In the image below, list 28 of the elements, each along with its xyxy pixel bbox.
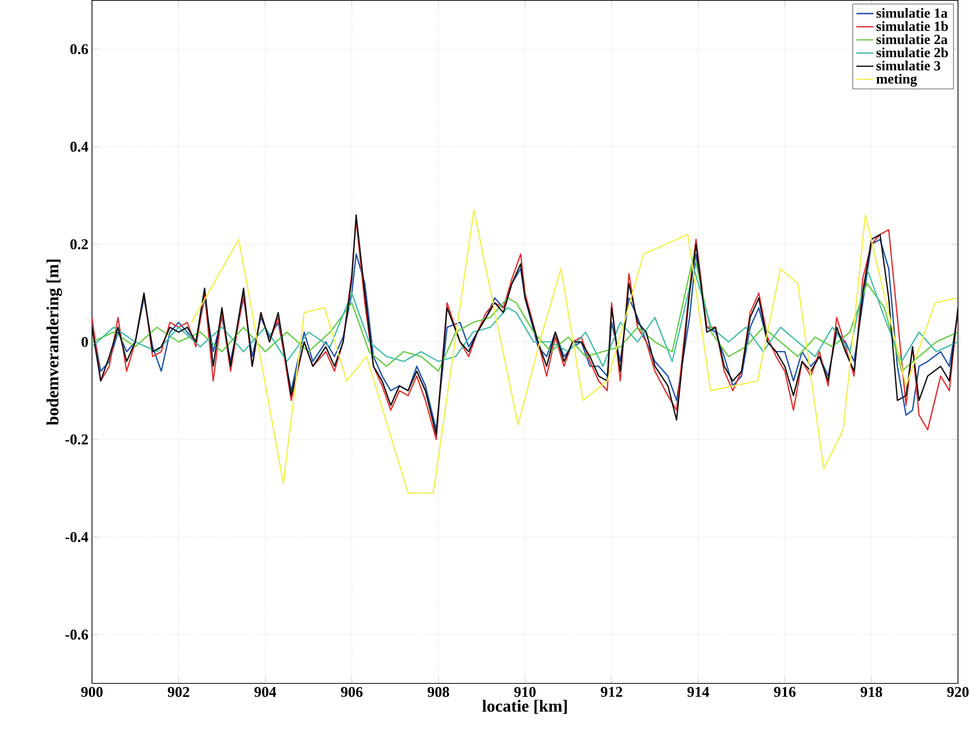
y-tick-label: 0.4 (70, 141, 88, 152)
y-tick-label: 0.6 (70, 44, 88, 54)
legend-label: simulatie 2b (876, 47, 948, 58)
legend-label: simulatie 3 (876, 60, 940, 70)
x-tick-label: 906 (341, 686, 363, 697)
x-tick-label: 918 (860, 686, 882, 697)
line-series (190, 209, 958, 494)
x-tick-label: 902 (168, 686, 190, 697)
x-axis-title: locatie [km] (482, 700, 567, 714)
x-tick-label: 916 (774, 686, 796, 697)
y-tick-label: -0.2 (65, 434, 88, 444)
x-tick-label: 914 (687, 686, 710, 697)
x-tick-label: 912 (600, 686, 622, 697)
legend-label: simulatie 1b (876, 20, 948, 31)
x-tick-label: 904 (254, 686, 276, 697)
x-tick-label: 908 (428, 686, 450, 697)
legend-label: simulatie 1a (876, 8, 948, 18)
x-tick-label: 920 (947, 686, 969, 697)
x-tick-label: 900 (81, 686, 103, 697)
line-series (92, 268, 958, 367)
y-tick-label: -0.6 (65, 629, 88, 640)
y-axis-title: bodemverandering [m] (46, 259, 62, 425)
y-tick-label: -0.4 (65, 532, 88, 542)
legend-label: meting (876, 74, 917, 86)
legend-label: simulatie 2a (876, 34, 948, 44)
x-tick-label: 910 (514, 686, 536, 697)
y-tick-label: 0 (82, 336, 88, 347)
y-tick-label: 0.2 (70, 239, 88, 250)
